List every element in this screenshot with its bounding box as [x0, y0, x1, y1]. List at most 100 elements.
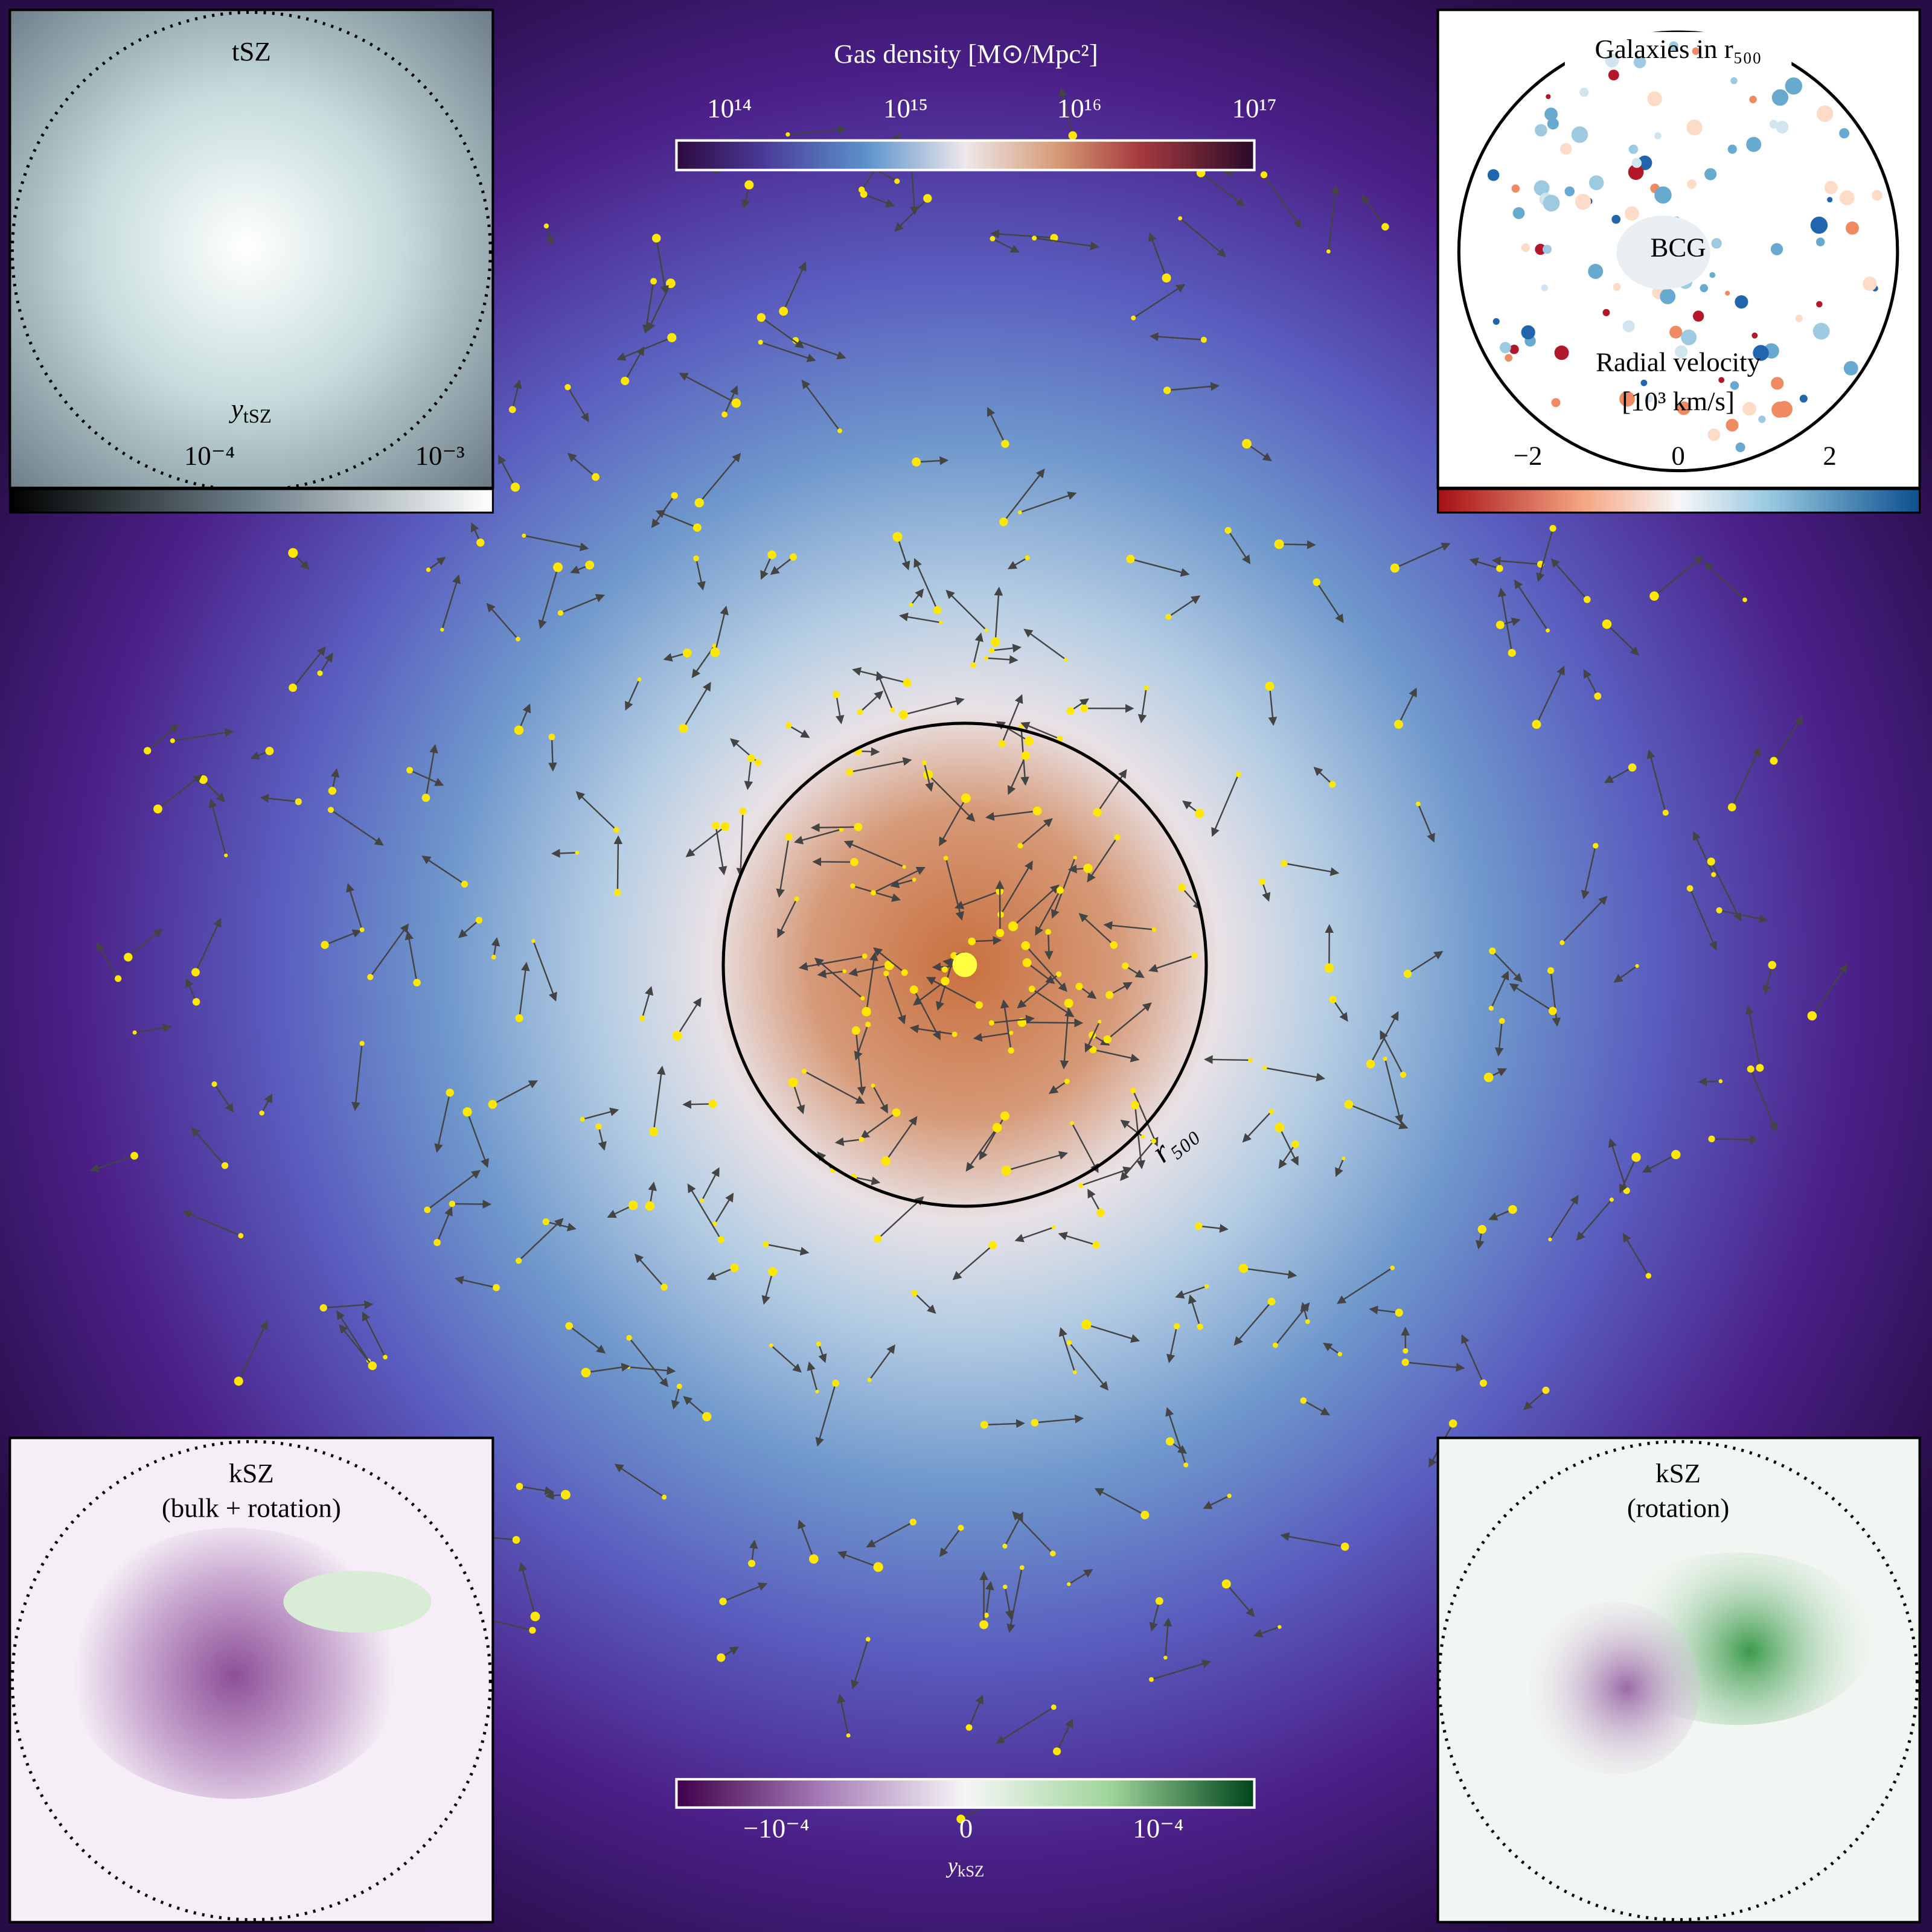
tsz-colorbar — [8, 488, 494, 514]
velocity-arrow — [1109, 982, 1133, 996]
galaxy — [923, 770, 933, 779]
galaxy — [1265, 682, 1275, 691]
velocity-arrow — [1335, 1158, 1345, 1177]
velocity-arrow — [519, 1485, 554, 1495]
galaxy — [984, 656, 988, 661]
galaxy-marker — [1487, 169, 1500, 181]
galaxy — [1064, 657, 1068, 662]
galaxy — [768, 1267, 778, 1276]
galaxy-marker — [1758, 415, 1766, 423]
velocity-arrow — [1394, 542, 1451, 569]
galaxy — [515, 1014, 523, 1023]
galaxy — [530, 1611, 540, 1622]
galaxy-marker — [1727, 144, 1737, 154]
tsz-inset — [8, 8, 494, 490]
galaxy-marker — [1543, 194, 1560, 212]
velocity-arrow — [991, 1014, 1035, 1024]
velocity-arrow — [761, 316, 805, 349]
velocity-arrow — [1200, 172, 1246, 206]
velocity-arrow — [1227, 529, 1251, 565]
galaxy — [1173, 1323, 1180, 1329]
galaxy — [903, 679, 912, 687]
velocity-arrow — [651, 495, 676, 528]
galaxy — [115, 975, 122, 982]
galaxy — [1602, 619, 1612, 629]
galaxy — [1114, 834, 1121, 841]
velocity-arrow — [560, 593, 605, 614]
galaxy — [221, 1162, 229, 1169]
galaxy — [265, 746, 274, 755]
galaxy — [992, 1122, 1002, 1133]
velocity-arrow — [1058, 1232, 1097, 1246]
galaxy — [988, 1020, 994, 1026]
galaxy — [839, 827, 844, 832]
colorbar-tick-label: 10⁻⁴ — [184, 440, 235, 470]
velocity-arrow — [634, 1253, 665, 1288]
velocity-arrow — [1044, 932, 1054, 961]
velocity-arrow — [641, 986, 654, 1019]
galaxy — [614, 889, 621, 896]
velocity-arrow — [863, 193, 895, 208]
velocity-arrow — [1336, 1267, 1393, 1304]
galaxy-marker — [1579, 88, 1589, 97]
galaxy-marker — [1575, 194, 1591, 210]
velocity-arrow — [147, 723, 179, 752]
galaxy — [1144, 685, 1149, 691]
velocity-arrow — [191, 1127, 226, 1166]
galaxy — [565, 384, 571, 391]
velocity-arrow — [1006, 1151, 1068, 1172]
galaxy — [510, 482, 520, 492]
velocity-arrow — [817, 1343, 827, 1363]
galaxy — [739, 807, 747, 815]
galaxy-marker — [1521, 325, 1535, 340]
velocity-arrow — [642, 281, 654, 334]
galaxy — [1151, 1138, 1157, 1144]
velocity-arrow — [1550, 558, 1588, 600]
galaxy — [1178, 216, 1183, 220]
galaxy — [1548, 1006, 1557, 1016]
velocity-arrow — [491, 937, 501, 958]
velocity-arrow — [208, 798, 227, 856]
velocity-arrow — [1731, 747, 1761, 808]
ksz-map — [283, 1571, 432, 1633]
galaxy — [980, 1421, 988, 1429]
velocity-arrow — [1022, 1018, 1084, 1028]
galaxy — [1291, 1140, 1299, 1148]
velocity-arrow — [939, 798, 967, 846]
velocity-arrow — [519, 1562, 536, 1617]
galaxy — [192, 998, 200, 1006]
galaxy — [585, 560, 595, 570]
galaxy — [744, 180, 754, 190]
galaxy — [965, 1724, 973, 1731]
velocity-arrow — [369, 923, 409, 977]
velocity-arrow — [1151, 1659, 1212, 1680]
galaxy — [833, 691, 840, 699]
velocity-arrow — [1704, 562, 1745, 601]
galaxy — [1649, 591, 1659, 601]
velocity-arrow — [628, 1366, 676, 1375]
r500-circle — [10, 10, 492, 492]
galaxy-marker — [1827, 197, 1833, 203]
galaxy — [560, 1489, 571, 1500]
galaxy — [1031, 1419, 1039, 1427]
galaxy — [1547, 967, 1555, 974]
galaxy-marker — [1645, 394, 1653, 403]
inset-subtitle: (rotation) — [1627, 1492, 1729, 1523]
velocity-arrow — [214, 1083, 234, 1113]
velocity-arrow — [454, 1276, 497, 1288]
galaxy — [1300, 1397, 1307, 1404]
galaxy — [1711, 872, 1716, 877]
velocity-arrow — [336, 1310, 369, 1361]
velocity-arrow — [1303, 1399, 1331, 1416]
velocity-arrow — [979, 1115, 1006, 1160]
galaxy — [767, 550, 776, 560]
velocity-arrow — [848, 964, 890, 977]
velocity-arrow — [1004, 1587, 1014, 1620]
galaxy — [1662, 809, 1669, 816]
galaxy — [1508, 648, 1516, 657]
velocity-arrow — [624, 679, 641, 711]
velocity-arrow — [523, 535, 589, 552]
galaxy — [956, 1814, 965, 1824]
galaxy — [865, 1022, 871, 1028]
velocity-arrow — [346, 883, 363, 930]
